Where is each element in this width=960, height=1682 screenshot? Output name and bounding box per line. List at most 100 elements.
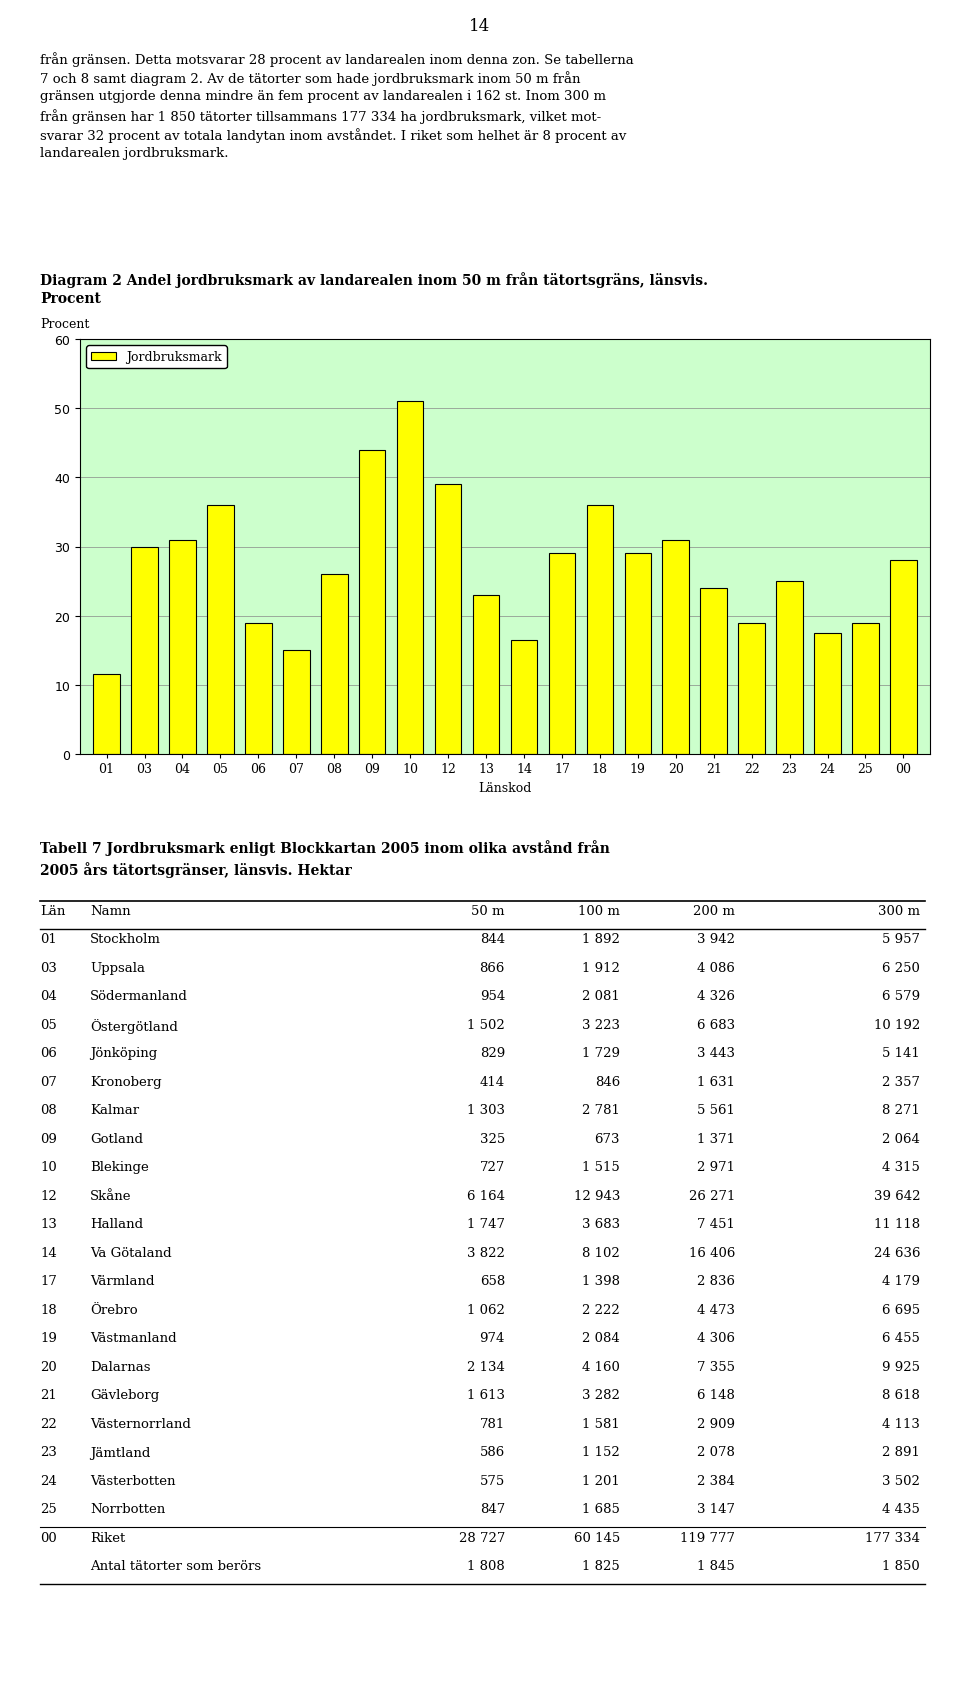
Text: Kronoberg: Kronoberg bbox=[90, 1075, 161, 1088]
Text: Jämtland: Jämtland bbox=[90, 1445, 151, 1458]
Text: 08: 08 bbox=[40, 1103, 57, 1117]
Bar bbox=[435, 484, 462, 755]
Text: svarar 32 procent av totala landytan inom avståndet. I riket som helhet är 8 pro: svarar 32 procent av totala landytan ino… bbox=[40, 128, 626, 143]
Text: Uppsala: Uppsala bbox=[90, 962, 145, 974]
Text: Värmland: Värmland bbox=[90, 1275, 155, 1288]
Text: 658: 658 bbox=[480, 1275, 505, 1288]
Text: 5 141: 5 141 bbox=[882, 1046, 920, 1060]
Text: Västmanland: Västmanland bbox=[90, 1332, 177, 1344]
Text: 1 201: 1 201 bbox=[583, 1473, 620, 1487]
Text: 11 118: 11 118 bbox=[874, 1218, 920, 1231]
Text: 6 164: 6 164 bbox=[467, 1189, 505, 1203]
Text: 24 636: 24 636 bbox=[874, 1246, 920, 1260]
Text: 1 747: 1 747 bbox=[467, 1218, 505, 1231]
Bar bbox=[511, 641, 538, 755]
Text: 586: 586 bbox=[480, 1445, 505, 1458]
Text: 2 134: 2 134 bbox=[468, 1361, 505, 1373]
Bar bbox=[283, 651, 309, 755]
Text: från gränsen. Detta motsvarar 28 procent av landarealen inom denna zon. Se tabel: från gränsen. Detta motsvarar 28 procent… bbox=[40, 52, 634, 67]
Text: 1 581: 1 581 bbox=[583, 1418, 620, 1430]
Text: 2 384: 2 384 bbox=[697, 1473, 735, 1487]
Bar bbox=[169, 540, 196, 755]
Text: 4 113: 4 113 bbox=[882, 1418, 920, 1430]
Text: 4 315: 4 315 bbox=[882, 1161, 920, 1174]
Text: 177 334: 177 334 bbox=[865, 1531, 920, 1544]
Text: 14: 14 bbox=[469, 19, 491, 35]
Text: Diagram 2 Andel jordbruksmark av landarealen inom 50 m från tätortsgräns, länsvi: Diagram 2 Andel jordbruksmark av landare… bbox=[40, 272, 708, 288]
Text: 7 451: 7 451 bbox=[697, 1218, 735, 1231]
Text: 25: 25 bbox=[40, 1502, 57, 1515]
Text: 39 642: 39 642 bbox=[874, 1189, 920, 1203]
Text: Namn: Namn bbox=[90, 905, 131, 917]
Text: 23: 23 bbox=[40, 1445, 57, 1458]
Text: 4 473: 4 473 bbox=[697, 1304, 735, 1317]
Text: landarealen jordbruksmark.: landarealen jordbruksmark. bbox=[40, 146, 228, 160]
Text: 1 912: 1 912 bbox=[582, 962, 620, 974]
Text: 17: 17 bbox=[40, 1275, 57, 1288]
Text: 1 515: 1 515 bbox=[583, 1161, 620, 1174]
Text: 24: 24 bbox=[40, 1473, 57, 1487]
Bar bbox=[814, 634, 841, 755]
Text: 03: 03 bbox=[40, 962, 57, 974]
Text: 5 957: 5 957 bbox=[882, 934, 920, 945]
Text: 22: 22 bbox=[40, 1418, 57, 1430]
Text: 974: 974 bbox=[480, 1332, 505, 1344]
Text: 575: 575 bbox=[480, 1473, 505, 1487]
Text: 18: 18 bbox=[40, 1304, 57, 1317]
Text: 1 371: 1 371 bbox=[697, 1132, 735, 1145]
Text: 1 729: 1 729 bbox=[582, 1046, 620, 1060]
Text: 1 502: 1 502 bbox=[468, 1018, 505, 1031]
Text: 1 825: 1 825 bbox=[583, 1559, 620, 1573]
Bar bbox=[321, 575, 348, 755]
Text: 3 822: 3 822 bbox=[468, 1246, 505, 1260]
Text: 16 406: 16 406 bbox=[688, 1246, 735, 1260]
Text: 1 152: 1 152 bbox=[583, 1445, 620, 1458]
Text: 3 942: 3 942 bbox=[697, 934, 735, 945]
Text: 1 303: 1 303 bbox=[467, 1103, 505, 1117]
Text: 2 891: 2 891 bbox=[882, 1445, 920, 1458]
Text: 1 631: 1 631 bbox=[697, 1075, 735, 1088]
Text: från gränsen har 1 850 tätorter tillsammans 177 334 ha jordbruksmark, vilket mot: från gränsen har 1 850 tätorter tillsamm… bbox=[40, 109, 601, 124]
Text: 28 727: 28 727 bbox=[459, 1531, 505, 1544]
Text: 9 925: 9 925 bbox=[882, 1361, 920, 1373]
Text: 846: 846 bbox=[595, 1075, 620, 1088]
Text: 727: 727 bbox=[480, 1161, 505, 1174]
Text: Procent: Procent bbox=[40, 318, 89, 331]
Text: Dalarnas: Dalarnas bbox=[90, 1361, 151, 1373]
Text: Gotland: Gotland bbox=[90, 1132, 143, 1145]
Bar bbox=[852, 624, 878, 755]
Text: 1 062: 1 062 bbox=[468, 1304, 505, 1317]
Text: gränsen utgjorde denna mindre än fem procent av landarealen i 162 st. Inom 300 m: gränsen utgjorde denna mindre än fem pro… bbox=[40, 89, 606, 103]
Legend: Jordbruksmark: Jordbruksmark bbox=[86, 346, 227, 368]
Text: Gävleborg: Gävleborg bbox=[90, 1389, 159, 1401]
Text: Norrbotten: Norrbotten bbox=[90, 1502, 165, 1515]
Bar bbox=[93, 674, 120, 755]
X-axis label: Länskod: Länskod bbox=[478, 782, 532, 794]
Text: 2 357: 2 357 bbox=[882, 1075, 920, 1088]
Text: 6 455: 6 455 bbox=[882, 1332, 920, 1344]
Text: 06: 06 bbox=[40, 1046, 57, 1060]
Text: 8 271: 8 271 bbox=[882, 1103, 920, 1117]
Text: 2 064: 2 064 bbox=[882, 1132, 920, 1145]
Text: 2005 års tätortsgränser, länsvis. Hektar: 2005 års tätortsgränser, länsvis. Hektar bbox=[40, 861, 351, 878]
Text: 2 081: 2 081 bbox=[583, 991, 620, 1002]
Text: 2 078: 2 078 bbox=[697, 1445, 735, 1458]
Text: 6 148: 6 148 bbox=[697, 1389, 735, 1401]
Text: 19: 19 bbox=[40, 1332, 57, 1344]
Text: 1 398: 1 398 bbox=[582, 1275, 620, 1288]
Text: 325: 325 bbox=[480, 1132, 505, 1145]
Text: Västernorrland: Västernorrland bbox=[90, 1418, 191, 1430]
Bar bbox=[625, 553, 651, 755]
Text: 12: 12 bbox=[40, 1189, 57, 1203]
Text: 1 685: 1 685 bbox=[582, 1502, 620, 1515]
Text: 3 147: 3 147 bbox=[697, 1502, 735, 1515]
Text: 4 306: 4 306 bbox=[697, 1332, 735, 1344]
Text: 3 502: 3 502 bbox=[882, 1473, 920, 1487]
Text: 05: 05 bbox=[40, 1018, 57, 1031]
Text: 60 145: 60 145 bbox=[574, 1531, 620, 1544]
Text: 01: 01 bbox=[40, 934, 57, 945]
Text: 2 222: 2 222 bbox=[583, 1304, 620, 1317]
Text: 4 326: 4 326 bbox=[697, 991, 735, 1002]
Bar bbox=[245, 624, 272, 755]
Text: 673: 673 bbox=[594, 1132, 620, 1145]
